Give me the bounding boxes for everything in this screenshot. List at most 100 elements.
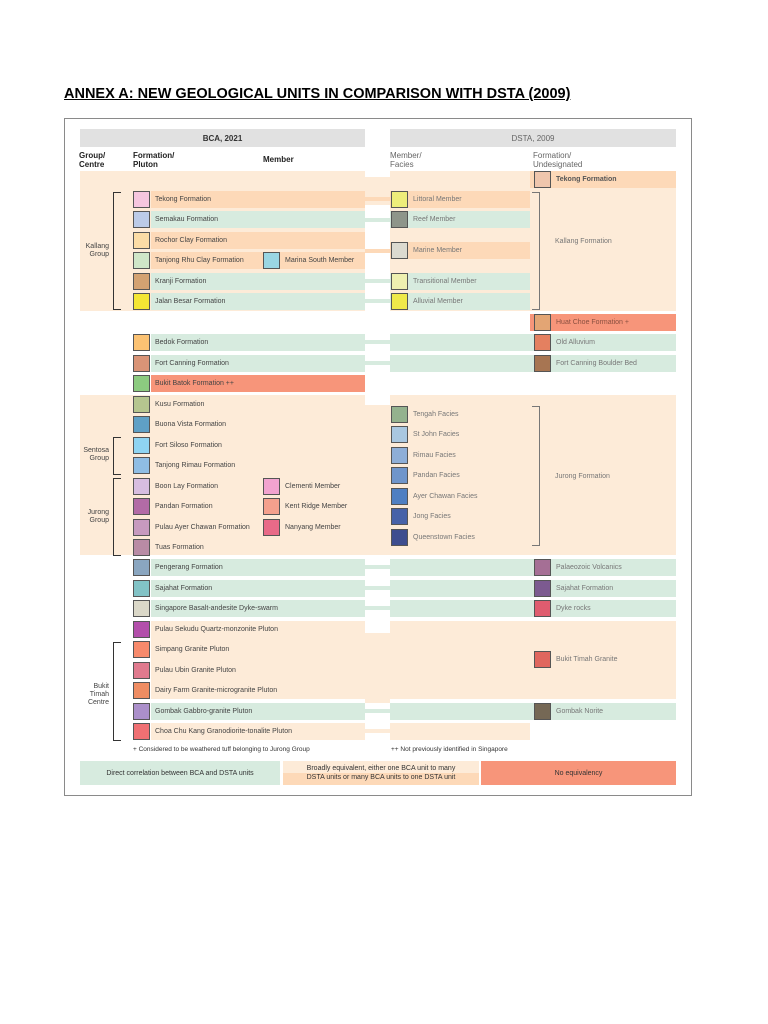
swatch-kranji: [133, 273, 150, 290]
swatch-pandan: [133, 498, 150, 515]
swatch-transitional: [391, 273, 408, 290]
swatch-fort-siloso: [133, 437, 150, 454]
jurong-bracket: [113, 478, 121, 556]
swatch-tekong: [133, 191, 150, 208]
swatch-pulau-ubin: [133, 662, 150, 679]
formation-tuas: Tuas Formation: [155, 544, 204, 551]
facies-st-john: St John Facies: [413, 431, 460, 438]
dsta-formation-bukit-timah-granite: Bukit Timah Granite: [556, 656, 618, 663]
swatch-simpang: [133, 641, 150, 658]
dsta-formation-gombak-norite: Gombak Norite: [556, 708, 604, 715]
group-kallang: Kallang Group: [85, 243, 109, 258]
formation-fort-canning: Fort Canning Formation: [155, 360, 229, 367]
member-kent-ridge: Kent Ridge Member: [285, 503, 348, 510]
col-member: Member: [263, 155, 294, 164]
formation-tanjong-rhu: Tanjong Rhu Clay Formation: [155, 257, 244, 264]
formation-bedok: Bedok Formation: [155, 339, 209, 346]
facies-rimau: Rimau Facies: [413, 452, 456, 459]
group-jurong: Jurong Group: [87, 509, 109, 524]
pluton-gombak: Gombak Gabbro-granite Pluton: [155, 708, 253, 715]
dsta-formation-jurong: Jurong Formation: [555, 473, 610, 480]
jurong-formation-bracket: [532, 406, 540, 546]
group-sentosa: Sentosa Group: [83, 447, 109, 462]
swatch-clementi: [263, 478, 280, 495]
swatch-fort-canning: [133, 355, 150, 372]
formation-semakau: Semakau Formation: [155, 216, 219, 223]
dsta-formation-dyke-rocks: Dyke rocks: [556, 605, 591, 612]
formation-pengerang: Pengerang Formation: [155, 564, 223, 571]
swatch-choa-chu-kang: [133, 723, 150, 740]
swatch-bedok: [133, 334, 150, 351]
swatch-ayer-chawan: [391, 488, 408, 505]
pluton-dairy-farm: Dairy Farm Granite-microgranite Pluton: [155, 687, 278, 694]
swatch-reef: [391, 211, 408, 228]
dsta-formation-sajahat: Sajahat Formation: [556, 585, 614, 592]
kallang-formation-bracket: [532, 192, 540, 310]
swatch-rimau: [391, 447, 408, 464]
formation-bukit-batok: Bukit Batok Formation ++: [155, 380, 234, 387]
formation-pandan: Pandan Formation: [155, 503, 213, 510]
formation-basalt-andesite: Singapore Basalt-andesite Dyke-swarm: [155, 605, 278, 612]
legend-direct-correlation: Direct correlation between BCA and DSTA …: [80, 761, 280, 785]
swatch-alluvial: [391, 293, 408, 310]
member-nanyang: Nanyang Member: [285, 524, 341, 531]
member-marine: Marine Member: [413, 247, 463, 254]
dsta-formation-old-alluvium: Old Alluvium: [556, 339, 595, 346]
jurong-bg-bca: [80, 395, 365, 555]
swatch-jalan-besar: [133, 293, 150, 310]
kallang-bracket: [113, 192, 121, 310]
swatch-st-john: [391, 426, 408, 443]
swatch-gombak: [133, 703, 150, 720]
formation-jalan-besar: Jalan Besar Formation: [155, 298, 226, 305]
dsta-formation-palaeozoic: Palaeozoic Volcanics: [556, 564, 622, 571]
dsta-formation-huat-choe: Huat Choe Formation +: [556, 319, 629, 326]
swatch-tekong-dsta: [534, 171, 551, 188]
kallang-bg-dsta-right: [530, 171, 676, 311]
formation-tanjong-rimau: Tanjong Rimau Formation: [155, 462, 236, 469]
swatch-pulau-sekudu: [133, 621, 150, 638]
swatch-littoral: [391, 191, 408, 208]
formation-rochor-clay: Rochor Clay Formation: [155, 237, 227, 244]
formation-pulau-ayer-chawan: Pulau Ayer Chawan Formation: [155, 524, 250, 531]
formation-kusu: Kusu Formation: [155, 401, 205, 408]
swatch-bukit-timah-granite: [534, 651, 551, 668]
col-formation-undesignated: Formation/ Undesignated: [533, 151, 583, 169]
swatch-old-alluvium: [534, 334, 551, 351]
dsta-formation-tekong: Tekong Formation: [556, 176, 617, 183]
member-alluvial: Alluvial Member: [413, 298, 463, 305]
swatch-pengerang: [133, 559, 150, 576]
dsta-header: DSTA, 2009: [390, 129, 676, 147]
swatch-tengah: [391, 406, 408, 423]
facies-pandan: Pandan Facies: [413, 472, 460, 479]
swatch-pandan-facies: [391, 467, 408, 484]
swatch-kusu: [133, 396, 150, 413]
swatch-nanyang: [263, 519, 280, 536]
swatch-rochor-clay: [133, 232, 150, 249]
swatch-kent-ridge: [263, 498, 280, 515]
member-reef: Reef Member: [413, 216, 456, 223]
swatch-tuas: [133, 539, 150, 556]
swatch-buona-vista: [133, 416, 150, 433]
swatch-bukit-batok: [133, 375, 150, 392]
swatch-tanjong-rimau: [133, 457, 150, 474]
swatch-semakau: [133, 211, 150, 228]
swatch-dairy-farm: [133, 682, 150, 699]
member-marina-south: Marina South Member: [285, 257, 355, 264]
sentosa-bracket: [113, 437, 121, 475]
col-member-facies: Member/ Facies: [390, 151, 422, 169]
member-littoral: Littoral Member: [413, 196, 462, 203]
swatch-sajahat: [133, 580, 150, 597]
pluton-choa-chu-kang: Choa Chu Kang Granodiorite-tonalite Plut…: [155, 728, 292, 735]
facies-tengah: Tengah Facies: [413, 411, 459, 418]
legend-no-equivalency: No equivalency: [481, 761, 676, 785]
formation-kranji: Kranji Formation: [155, 278, 207, 285]
legend-broadly-equivalent: Broadly equivalent, either one BCA unit …: [283, 761, 479, 785]
swatch-fort-canning-boulder: [534, 355, 551, 372]
group-bukit-timah: Bukit Timah Centre: [87, 683, 109, 706]
dsta-formation-kallang: Kallang Formation: [555, 238, 612, 245]
pluton-pulau-ubin: Pulau Ubin Granite Pluton: [155, 667, 236, 674]
formation-tekong: Tekong Formation: [155, 196, 212, 203]
bca-header: BCA, 2021: [80, 129, 365, 147]
formation-buona-vista: Buona Vista Formation: [155, 421, 227, 428]
formation-fort-siloso: Fort Siloso Formation: [155, 442, 222, 449]
